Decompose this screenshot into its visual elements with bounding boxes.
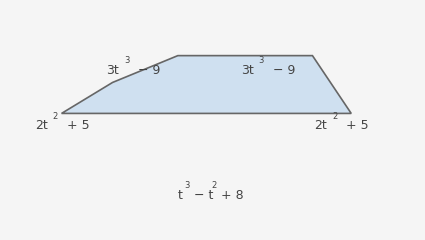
- Text: 2t: 2t: [314, 119, 327, 132]
- Text: + 8: + 8: [217, 190, 243, 203]
- Text: 3t: 3t: [106, 64, 119, 77]
- Text: t: t: [178, 190, 183, 203]
- Text: 3: 3: [124, 56, 129, 65]
- Text: − 9: − 9: [269, 64, 295, 77]
- Text: 2: 2: [53, 112, 58, 121]
- Text: 2t: 2t: [35, 119, 48, 132]
- Text: 3: 3: [185, 181, 190, 190]
- Polygon shape: [62, 56, 351, 114]
- Text: Find the polynomial that represents the perimeter of the figure. Simpl: Find the polynomial that represents the …: [4, 2, 425, 15]
- Text: 2: 2: [332, 112, 337, 121]
- Text: − t: − t: [190, 190, 213, 203]
- Text: 3: 3: [258, 56, 264, 65]
- Text: 2: 2: [212, 181, 217, 190]
- Text: 3t: 3t: [241, 64, 254, 77]
- Text: + 5: + 5: [63, 119, 89, 132]
- Text: − 9: − 9: [134, 64, 161, 77]
- Text: + 5: + 5: [342, 119, 369, 132]
